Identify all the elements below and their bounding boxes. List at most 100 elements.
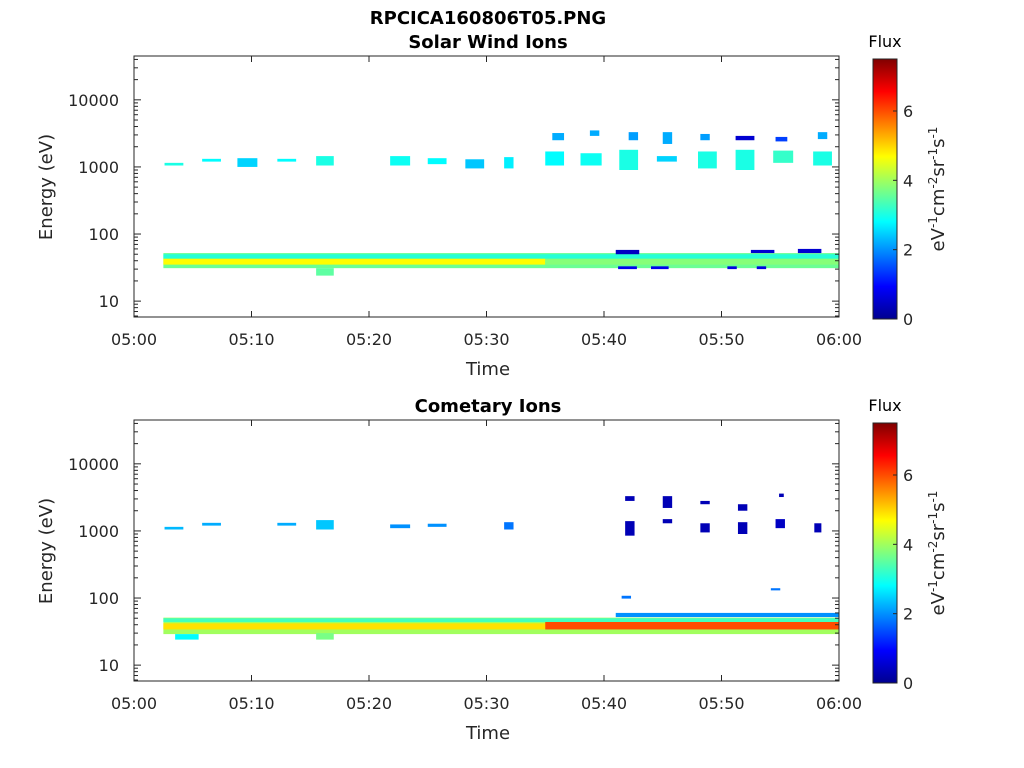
heatmap-cell <box>164 526 184 530</box>
heatmap-cell <box>163 258 546 265</box>
heatmap-cell <box>163 254 840 259</box>
heatmap-cell <box>552 133 565 141</box>
heatmap-cell <box>427 523 447 527</box>
heatmap-cell <box>773 150 794 163</box>
heatmap-cell <box>545 258 839 265</box>
heatmap-cell <box>618 266 637 270</box>
heatmap-cell <box>277 522 297 526</box>
heatmap-cell <box>700 133 710 141</box>
heatmap-cell <box>700 523 710 533</box>
heatmap-cell <box>779 493 784 498</box>
colorbar-tick-label: 0 <box>903 674 913 693</box>
heatmap-cell <box>700 500 710 505</box>
heatmap-cells <box>163 493 840 640</box>
y-tick-label: 100 <box>88 225 119 244</box>
x-tick-label: 05:10 <box>228 330 274 349</box>
heatmap-cell <box>316 520 334 530</box>
axis-ticks: 05:00 05:10 05:20 05:30 05:40 05:50 06:00 10 100… <box>68 56 862 349</box>
heatmap-cells <box>163 130 840 276</box>
heatmap-cell <box>698 151 717 169</box>
x-tick-label: 05:30 <box>463 694 509 713</box>
x-tick-label: 05:30 <box>463 330 509 349</box>
figure-title: RPCICA160806T05.PNG <box>370 8 606 29</box>
colorbar-label: eV-1cm-2sr-1s-1 <box>926 491 949 616</box>
heatmap-cell <box>390 156 411 166</box>
heatmap-cell <box>615 249 640 255</box>
heatmap-cell <box>735 149 755 170</box>
y-tick-label: 1000 <box>78 522 119 541</box>
colorbar-tick-label: 6 <box>903 466 913 485</box>
heatmap-cell <box>625 521 635 536</box>
heatmap-cell <box>202 158 221 162</box>
panel-title: Solar Wind Ions <box>408 32 567 53</box>
heatmap-cell <box>817 132 828 140</box>
colorbar-ticks: 0 2 4 6 <box>893 466 913 693</box>
heatmap-cell <box>237 158 258 167</box>
x-tick-label: 05:40 <box>581 694 627 713</box>
panel-solar-wind: Solar Wind Ions 05:00 05:10 05:20 05:30 05:4… <box>36 32 949 380</box>
colorbar-tick-label: 6 <box>903 102 913 121</box>
colorbar-tick-label: 2 <box>903 241 913 260</box>
heatmap-cell <box>465 159 485 169</box>
heatmap-cell <box>580 153 602 166</box>
heatmap-cell <box>750 249 775 254</box>
x-axis-label: Time <box>465 723 510 744</box>
x-tick-label: 05:50 <box>698 330 744 349</box>
heatmap-cell <box>628 132 639 141</box>
heatmap-cell <box>756 266 767 270</box>
heatmap-cell <box>621 595 632 599</box>
colorbar-tick-label: 4 <box>903 171 913 190</box>
heatmap-cell <box>737 504 748 511</box>
heatmap-cell <box>427 158 447 165</box>
colorbar: Flux 0 2 4 6 eV-1cm-2sr-1s-1 <box>868 32 949 329</box>
axis-ticks: 05:00 05:10 05:20 05:30 05:40 05:50 06:00 10 100… <box>68 420 862 713</box>
y-axis-label: Energy (eV) <box>36 134 57 240</box>
heatmap-cell <box>770 588 781 591</box>
panel-title: Cometary Ions <box>415 396 562 417</box>
heatmap-cell <box>625 496 635 501</box>
x-tick-label: 05:20 <box>346 330 392 349</box>
colorbar-tick-label: 0 <box>903 310 913 329</box>
heatmap-cell <box>202 522 221 526</box>
panel-cometary: Cometary Ions 05:00 05:10 05:20 05:30 05:40 0… <box>36 396 949 744</box>
heatmap-cell <box>316 268 334 276</box>
heatmap-cell <box>164 162 184 166</box>
heatmap-cell <box>504 522 514 530</box>
heatmap-cell <box>735 135 755 141</box>
heatmap-cell <box>775 136 788 142</box>
heatmap-cell <box>277 158 297 162</box>
heatmap-cell <box>797 248 822 254</box>
y-tick-label: 1000 <box>78 158 119 177</box>
colorbar-ticks: 0 2 4 6 <box>893 102 913 329</box>
x-tick-label: 05:10 <box>228 694 274 713</box>
colorbar-title: Flux <box>868 32 901 51</box>
heatmap-cell <box>316 633 334 640</box>
heatmap-cell <box>662 132 673 144</box>
heatmap-cell <box>390 524 411 529</box>
colorbar-title: Flux <box>868 396 901 415</box>
x-tick-label: 05:50 <box>698 694 744 713</box>
x-axis-label: Time <box>465 359 510 380</box>
heatmap-cell <box>814 523 822 533</box>
y-tick-label: 10 <box>99 656 119 675</box>
x-tick-label: 05:00 <box>111 330 157 349</box>
heatmap-cell <box>813 151 832 166</box>
heatmap-cell <box>163 618 840 622</box>
heatmap-cell <box>662 496 673 508</box>
x-tick-label: 05:40 <box>581 330 627 349</box>
heatmap-cell <box>656 156 677 162</box>
x-tick-label: 05:00 <box>111 694 157 713</box>
colorbar-label: eV-1cm-2sr-1s-1 <box>926 127 949 252</box>
x-tick-label: 06:00 <box>816 330 862 349</box>
x-tick-label: 05:20 <box>346 694 392 713</box>
heatmap-cell <box>775 519 785 529</box>
colorbar: Flux 0 2 4 6 eV-1cm-2sr-1s-1 <box>868 396 949 693</box>
heatmap-cell <box>619 149 639 170</box>
plot-frame <box>133 55 840 318</box>
colorbar-gradient <box>872 422 898 684</box>
y-tick-label: 100 <box>88 589 119 608</box>
colorbar-tick-label: 4 <box>903 535 913 554</box>
heatmap-cell <box>651 266 669 270</box>
heatmap-cell <box>615 612 839 618</box>
